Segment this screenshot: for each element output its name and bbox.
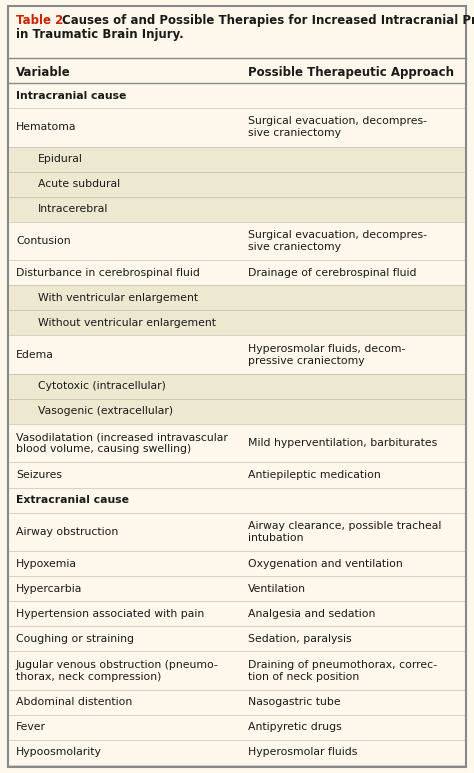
Text: Intracerebral: Intracerebral — [38, 204, 109, 214]
Text: Hypertension associated with pain: Hypertension associated with pain — [16, 608, 204, 618]
Text: Antipyretic drugs: Antipyretic drugs — [248, 723, 342, 732]
Bar — [9, 310, 465, 335]
Bar — [9, 285, 465, 310]
Text: Hyperosmolar fluids, decom-
pressive craniectomy: Hyperosmolar fluids, decom- pressive cra… — [248, 344, 405, 366]
Text: Surgical evacuation, decompres-
sive craniectomy: Surgical evacuation, decompres- sive cra… — [248, 230, 427, 252]
Text: Hypercarbia: Hypercarbia — [16, 584, 82, 594]
Text: Hypoosmolarity: Hypoosmolarity — [16, 747, 102, 758]
Text: Intracranial cause: Intracranial cause — [16, 90, 127, 100]
Text: Airway obstruction: Airway obstruction — [16, 527, 118, 536]
Bar — [9, 172, 465, 196]
Text: Edema: Edema — [16, 349, 54, 359]
Text: Draining of pneumothorax, correc-
tion of neck position: Draining of pneumothorax, correc- tion o… — [248, 659, 437, 682]
Text: Abdominal distention: Abdominal distention — [16, 697, 132, 707]
Text: Extracranial cause: Extracranial cause — [16, 495, 129, 505]
Text: Coughing or straining: Coughing or straining — [16, 634, 134, 644]
Text: in Traumatic Brain Injury.: in Traumatic Brain Injury. — [16, 28, 184, 41]
Text: Seizures: Seizures — [16, 470, 62, 480]
Text: Antiepileptic medication: Antiepileptic medication — [248, 470, 381, 480]
Text: Acute subdural: Acute subdural — [38, 179, 120, 189]
Text: With ventricular enlargement: With ventricular enlargement — [38, 293, 198, 303]
Text: Fever: Fever — [16, 723, 46, 732]
Text: Table 2.: Table 2. — [16, 14, 68, 27]
Text: Nasogastric tube: Nasogastric tube — [248, 697, 341, 707]
Text: Contusion: Contusion — [16, 236, 71, 246]
Text: Ventilation: Ventilation — [248, 584, 306, 594]
Bar — [9, 196, 465, 222]
Text: Jugular venous obstruction (pneumo-
thorax, neck compression): Jugular venous obstruction (pneumo- thor… — [16, 659, 219, 682]
Bar — [9, 399, 465, 424]
Text: Surgical evacuation, decompres-
sive craniectomy: Surgical evacuation, decompres- sive cra… — [248, 116, 427, 138]
Text: Causes of and Possible Therapies for Increased Intracranial Pressure: Causes of and Possible Therapies for Inc… — [62, 14, 474, 27]
Text: Without ventricular enlargement: Without ventricular enlargement — [38, 318, 216, 328]
Text: Hypoxemia: Hypoxemia — [16, 559, 77, 569]
Bar — [9, 147, 465, 172]
Text: Sedation, paralysis: Sedation, paralysis — [248, 634, 352, 644]
Text: Hematoma: Hematoma — [16, 122, 76, 132]
Text: Epidural: Epidural — [38, 154, 83, 164]
Text: Variable: Variable — [16, 66, 71, 79]
Text: Mild hyperventilation, barbiturates: Mild hyperventilation, barbiturates — [248, 438, 437, 448]
Text: Vasogenic (extracellular): Vasogenic (extracellular) — [38, 407, 173, 417]
Text: Possible Therapeutic Approach: Possible Therapeutic Approach — [248, 66, 454, 79]
Text: Hyperosmolar fluids: Hyperosmolar fluids — [248, 747, 357, 758]
Text: Airway clearance, possible tracheal
intubation: Airway clearance, possible tracheal intu… — [248, 521, 441, 543]
Text: Vasodilatation (increased intravascular
blood volume, causing swelling): Vasodilatation (increased intravascular … — [16, 432, 228, 455]
Bar — [9, 374, 465, 399]
Text: Cytotoxic (intracellular): Cytotoxic (intracellular) — [38, 381, 166, 391]
Text: Oxygenation and ventilation: Oxygenation and ventilation — [248, 559, 403, 569]
Text: Analgesia and sedation: Analgesia and sedation — [248, 608, 375, 618]
Text: Disturbance in cerebrospinal fluid: Disturbance in cerebrospinal fluid — [16, 267, 200, 278]
Text: Drainage of cerebrospinal fluid: Drainage of cerebrospinal fluid — [248, 267, 417, 278]
